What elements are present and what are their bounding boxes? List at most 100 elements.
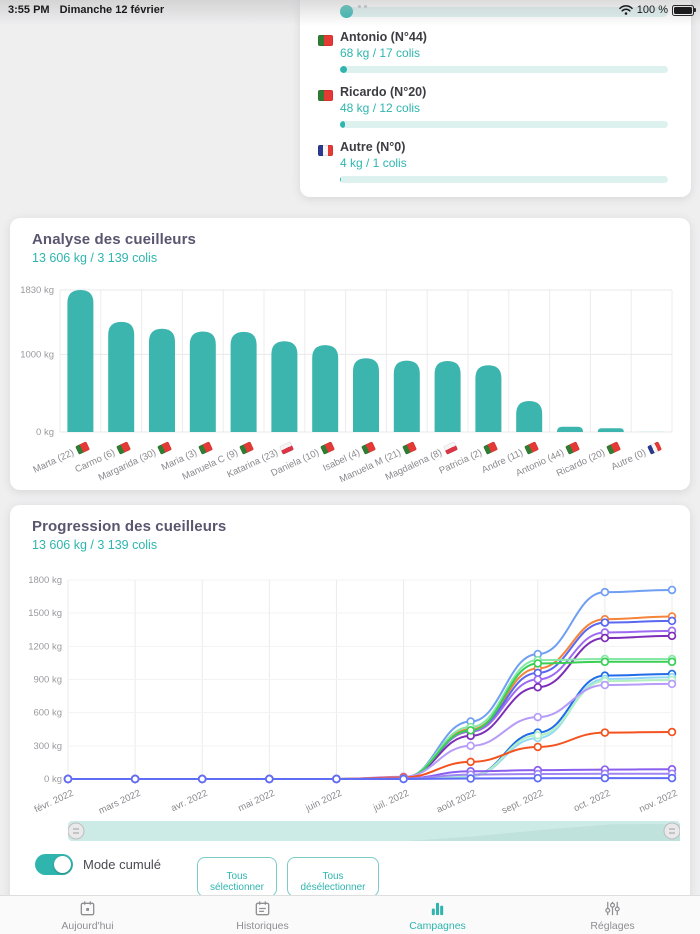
wifi-icon xyxy=(619,5,633,15)
data-point[interactable] xyxy=(600,773,610,783)
svg-text:1000 kg: 1000 kg xyxy=(20,349,54,360)
cumulative-mode-toggle[interactable] xyxy=(35,854,73,875)
svg-text:300 kg: 300 kg xyxy=(33,741,62,752)
bar-Patricia (2)[interactable] xyxy=(475,365,502,432)
progression-subtitle: 13 606 kg / 3 139 colis xyxy=(32,538,158,552)
series-line-Patricia (2)[interactable] xyxy=(67,682,673,780)
range-handle-left[interactable] xyxy=(68,822,85,840)
svg-text:0 kg: 0 kg xyxy=(44,774,62,785)
flag-fr-icon xyxy=(318,145,333,156)
svg-text:1800 kg: 1800 kg xyxy=(28,575,62,586)
svg-text:1200 kg: 1200 kg xyxy=(28,641,62,652)
bar-Isabel (4)[interactable] xyxy=(353,358,379,432)
pickers-line-chart[interactable]: 0 kg 300 kg 600 kg 900 kg 1200 kg 1500 kg 1800… xyxy=(10,505,690,815)
data-point[interactable] xyxy=(533,773,543,783)
summary-card: Antonio (N°44) 68 kg / 17 colis Ricardo (N… xyxy=(300,0,691,197)
series-line-Magdalena (8)[interactable] xyxy=(67,679,673,780)
data-point[interactable] xyxy=(667,657,677,667)
tab-label: Aujourd'hui xyxy=(61,920,114,932)
series-line-Isabel (4)[interactable] xyxy=(67,672,673,780)
series-line-Maria (3)[interactable] xyxy=(67,629,673,780)
data-point[interactable] xyxy=(533,668,543,678)
bar-Magdalena (8)[interactable] xyxy=(434,361,461,432)
date-range-slider[interactable] xyxy=(68,820,680,842)
data-point[interactable] xyxy=(466,726,475,735)
data-point[interactable] xyxy=(533,682,543,692)
bar-Margarida (30)[interactable] xyxy=(149,328,175,432)
data-point[interactable] xyxy=(533,675,543,684)
deselect-all-button[interactable]: Tous désélectionner xyxy=(287,857,379,897)
tab-label: Campagnes xyxy=(409,920,466,932)
tab-bar: Aujourd'hui Historiques Campagnes Réglages xyxy=(0,895,700,934)
svg-text:mars 2022: mars 2022 xyxy=(97,788,142,815)
picker-detail: 48 kg / 12 colis xyxy=(340,101,421,115)
data-point[interactable] xyxy=(667,631,677,641)
series-line-Katarina (23)[interactable] xyxy=(67,658,672,780)
data-point[interactable] xyxy=(130,774,140,784)
battery-icon xyxy=(672,4,696,16)
bar-Marta (22)[interactable] xyxy=(67,290,94,432)
data-point[interactable] xyxy=(600,680,610,690)
data-point[interactable] xyxy=(63,774,73,784)
data-point[interactable] xyxy=(533,742,543,752)
picker-summary-row[interactable]: Ricardo (N°20) 48 kg / 12 colis xyxy=(300,85,691,131)
data-point[interactable] xyxy=(466,741,475,751)
data-point[interactable] xyxy=(533,659,543,668)
bar-Ricardo (20)[interactable] xyxy=(597,428,624,432)
select-all-button[interactable]: Tous sélectionner xyxy=(197,857,277,897)
data-point[interactable] xyxy=(466,774,475,783)
range-handle-right[interactable] xyxy=(663,822,680,840)
tab-historiques[interactable]: Historiques xyxy=(175,896,350,934)
data-point[interactable] xyxy=(667,773,677,783)
picker-summary-row[interactable]: Autre (N°0) 4 kg / 1 colis xyxy=(300,140,691,186)
pickers-bar-chart[interactable]: 0 kg 1000 kg 1830 kg xyxy=(10,218,690,490)
series-line-Carmo (6)[interactable] xyxy=(67,615,673,780)
bar-Carmo (6)[interactable] xyxy=(108,321,135,432)
picker-detail: 4 kg / 1 colis xyxy=(340,156,407,170)
tab-reglages[interactable]: Réglages xyxy=(525,896,700,934)
data-point[interactable] xyxy=(265,774,274,784)
bar-Katarina (23)[interactable] xyxy=(271,341,298,432)
data-point[interactable] xyxy=(667,585,677,595)
data-point[interactable] xyxy=(600,618,610,627)
data-point[interactable] xyxy=(399,774,408,784)
data-point[interactable] xyxy=(197,774,207,784)
bar-Andre (11)[interactable] xyxy=(516,400,543,432)
data-point[interactable] xyxy=(600,657,610,667)
series-line-Andre (11)[interactable] xyxy=(67,731,673,780)
status-bar: 3:55 PM Dimanche 12 février 100 % xyxy=(0,0,700,20)
bar-Manuela M (21)[interactable] xyxy=(393,360,420,432)
picker-progress-bar xyxy=(340,66,668,73)
data-point[interactable] xyxy=(600,587,610,597)
svg-text:nov. 2022: nov. 2022 xyxy=(637,788,679,815)
series-line-Autre (0)[interactable] xyxy=(67,777,672,780)
svg-text:600 kg: 600 kg xyxy=(33,708,62,719)
picker-summary-row[interactable]: Antonio (N°44) 68 kg / 17 colis xyxy=(300,30,691,76)
picker-name: Antonio (N°44) xyxy=(340,30,427,44)
tab-campagnes[interactable]: Campagnes xyxy=(350,896,525,934)
series-line-Marta (22)[interactable] xyxy=(67,588,673,780)
data-point[interactable] xyxy=(667,727,677,737)
data-point[interactable] xyxy=(667,679,677,689)
bar-Maria (3)[interactable] xyxy=(189,331,216,432)
tab-label: Historiques xyxy=(236,920,289,932)
svg-text:0 kg: 0 kg xyxy=(36,427,54,438)
status-date: Dimanche 12 février xyxy=(59,4,165,16)
svg-text:avr. 2022: avr. 2022 xyxy=(169,788,209,814)
bar-Manuela C (9)[interactable] xyxy=(230,331,257,432)
analysis-title: Analyse des cueilleurs xyxy=(32,231,196,248)
data-point[interactable] xyxy=(600,633,610,643)
data-point[interactable] xyxy=(533,731,543,740)
bar-Daniela (10)[interactable] xyxy=(312,345,339,432)
data-point[interactable] xyxy=(533,712,543,722)
tab-aujourdhui[interactable]: Aujourd'hui xyxy=(0,896,175,934)
data-point[interactable] xyxy=(667,616,677,626)
svg-text:1500 kg: 1500 kg xyxy=(28,608,62,619)
picker-name: Ricardo (N°20) xyxy=(340,85,427,99)
data-point[interactable] xyxy=(466,757,475,767)
data-point[interactable] xyxy=(332,774,341,784)
series-line-Manuela C (9)[interactable] xyxy=(67,634,673,780)
data-point[interactable] xyxy=(600,728,610,737)
bar-Antonio (44)[interactable] xyxy=(557,426,583,432)
